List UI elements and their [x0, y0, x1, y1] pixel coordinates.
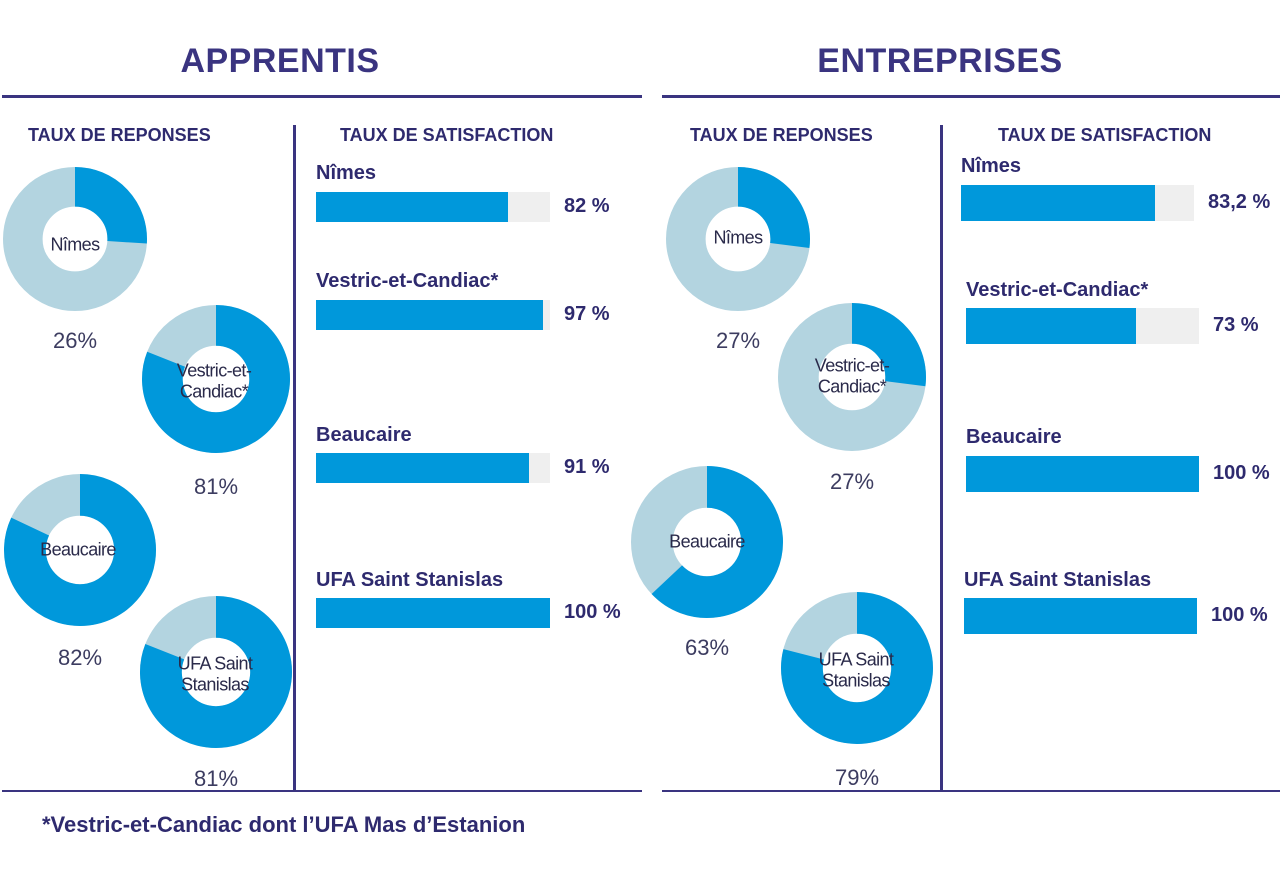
entreprises-donut-vestric-et-candiac [777, 302, 927, 452]
bar-fill-beaucaire [966, 456, 1199, 492]
apprentis-bottom-rule [2, 790, 642, 792]
footnote: *Vestric-et-Candiac dont l’UFA Mas d’Est… [42, 812, 526, 837]
bar-fill-ufa-saint-stanislas [964, 598, 1197, 634]
apprentis-column-separator [293, 125, 296, 791]
bar-track [961, 185, 1194, 221]
donut-percentage-label: 63% [684, 635, 730, 660]
apprentis-donut-vestric-et-candiac [141, 304, 291, 454]
donut-center-label: Beaucaire [40, 539, 116, 560]
donut-percentage-label: 82% [57, 645, 103, 670]
entreprises-reponses-heading: TAUX DE REPONSES [690, 125, 873, 145]
bar-value-label: 100 % [1211, 604, 1268, 626]
donut-percentage-label: 27% [715, 328, 761, 353]
donut-value-slice [651, 466, 783, 618]
bar-value-label: 100 % [1213, 462, 1270, 484]
bar-fill-vestric-et-candiac [966, 308, 1137, 344]
bar-category-label: Vestric-et-Candiac* [316, 270, 499, 292]
bar-fill-beaucaire [316, 453, 529, 483]
bar-fill-ufa-saint-stanislas [316, 598, 550, 628]
donut-center-label: UFA Saint Stanislas [818, 649, 894, 690]
donut-center-label: Beaucaire [669, 531, 745, 552]
apprentis-title: APPRENTIS [180, 42, 380, 80]
bar-track [316, 192, 550, 222]
apprentis-divider [2, 95, 642, 98]
entreprises-bottom-rule [662, 790, 1280, 792]
donut-center-label: UFA Saint Stanislas [177, 653, 253, 694]
donut-center-label: Vestric-et- Candiac* [814, 355, 890, 396]
apprentis-donut-ufa-saint-stanislas [140, 596, 292, 748]
donut-percentage-label: 79% [834, 765, 880, 790]
bar-track [316, 598, 550, 628]
bar-track [316, 453, 550, 483]
apprentis-donut-beaucaire [4, 474, 156, 626]
donut-value-slice [142, 305, 290, 453]
entreprises-donut-ufa-saint-stanislas [781, 592, 933, 744]
bar-value-label: 82 % [564, 195, 610, 217]
bar-track [316, 300, 550, 330]
donut-percentage-label: 81% [193, 766, 239, 791]
bar-category-label: UFA Saint Stanislas [964, 569, 1152, 591]
apprentis-donut-nimes [2, 166, 148, 312]
donut-percentage-label: 27% [829, 469, 875, 494]
donut-percentage-label: 26% [52, 328, 98, 353]
entreprises-satisfaction-heading: TAUX DE SATISFACTION [998, 125, 1212, 145]
donut-value-slice [73, 167, 147, 244]
donut-percentage-label: 81% [193, 474, 239, 499]
bar-category-label: UFA Saint Stanislas [316, 569, 504, 591]
donut-center-label: Vestric-et- Candiac* [176, 360, 252, 401]
bar-fill-nimes [316, 192, 508, 222]
bar-category-label: Beaucaire [966, 426, 1062, 448]
entreprises-divider [662, 95, 1280, 98]
bar-category-label: Vestric-et-Candiac* [966, 279, 1149, 301]
bar-category-label: Beaucaire [316, 424, 412, 446]
donut-value-slice [140, 596, 292, 748]
entreprises-donut-nimes [665, 166, 811, 312]
bar-fill-nimes [961, 185, 1155, 221]
apprentis-satisfaction-heading: TAUX DE SATISFACTION [340, 125, 554, 145]
bar-category-label: Nîmes [316, 162, 377, 184]
bar-track [964, 598, 1197, 634]
bar-track [966, 308, 1199, 344]
donut-center-label: Nîmes [50, 234, 100, 255]
donut-value-slice [781, 592, 933, 744]
donut-value-slice [4, 474, 156, 626]
bar-value-label: 73 % [1213, 314, 1259, 336]
entreprises-donut-beaucaire [631, 466, 783, 618]
bar-value-label: 91 % [564, 456, 610, 478]
donut-value-slice [736, 167, 810, 249]
bar-category-label: Nîmes [961, 155, 1022, 177]
entreprises-column-separator [940, 125, 943, 791]
entreprises-title: ENTREPRISES [817, 42, 1063, 80]
bar-value-label: 83,2 % [1208, 191, 1271, 213]
apprentis-reponses-heading: TAUX DE REPONSES [28, 125, 211, 145]
bar-fill-vestric-et-candiac [316, 300, 543, 330]
donut-center-label: Nîmes [713, 227, 763, 248]
bar-track [966, 456, 1199, 492]
donut-value-slice [850, 303, 926, 387]
bar-value-label: 100 % [564, 601, 621, 623]
bar-value-label: 97 % [564, 303, 610, 325]
